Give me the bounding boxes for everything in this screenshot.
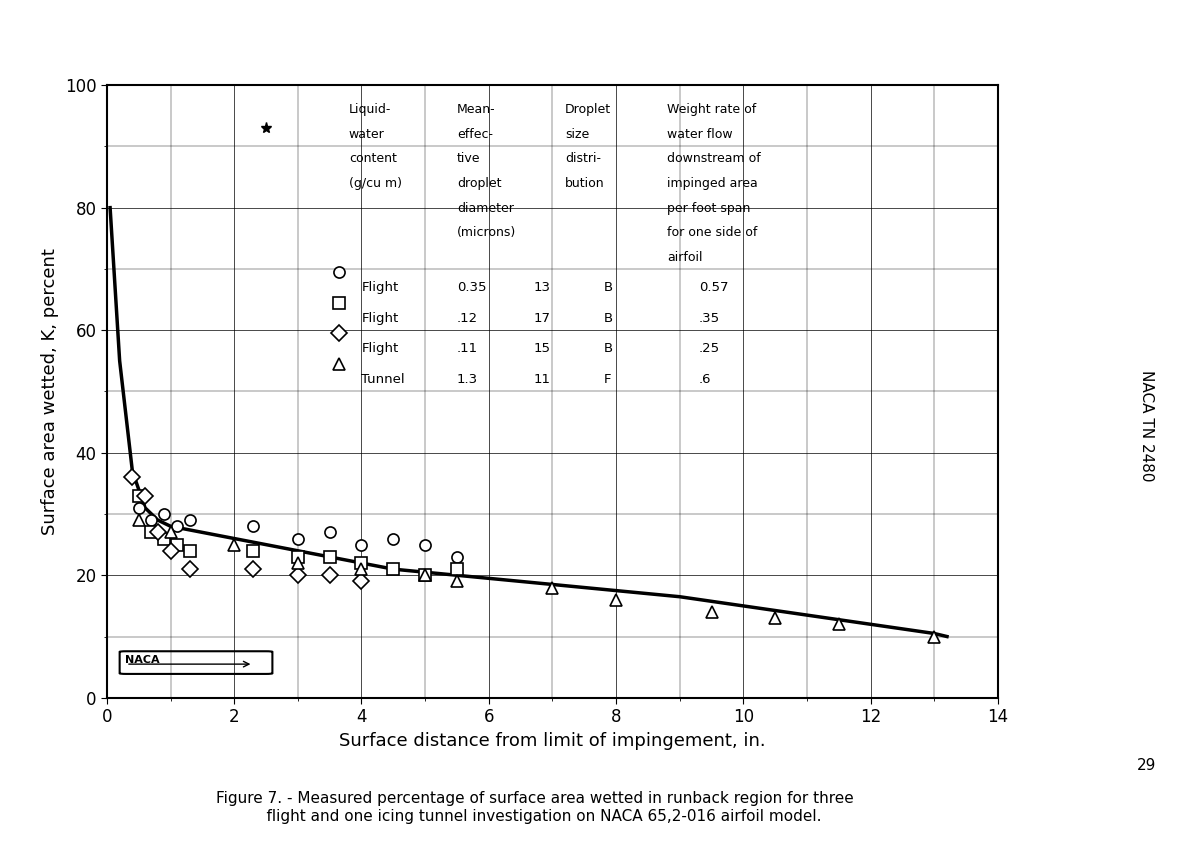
Text: for one side of: for one side of <box>666 226 758 239</box>
Text: airfoil: airfoil <box>666 250 702 264</box>
Text: bution: bution <box>565 177 605 190</box>
Text: 13: 13 <box>533 281 550 294</box>
Text: NACA: NACA <box>125 654 159 665</box>
Text: water: water <box>349 128 385 141</box>
Text: downstream of: downstream of <box>666 152 760 165</box>
Text: 0.35: 0.35 <box>457 281 486 294</box>
Text: 15: 15 <box>533 342 550 356</box>
Text: 1.3: 1.3 <box>457 373 478 386</box>
Text: Figure 7. - Measured percentage of surface area wetted in runback region for thr: Figure 7. - Measured percentage of surfa… <box>216 791 853 824</box>
Text: Flight: Flight <box>361 311 399 325</box>
Text: tive: tive <box>457 152 480 165</box>
Text: B: B <box>604 342 613 356</box>
Text: F: F <box>604 373 611 386</box>
Text: 11: 11 <box>533 373 550 386</box>
Text: Flight: Flight <box>361 281 399 294</box>
Text: impinged area: impinged area <box>666 177 758 190</box>
Text: effec-: effec- <box>457 128 493 141</box>
Text: 17: 17 <box>533 311 550 325</box>
Text: diameter: diameter <box>457 202 514 214</box>
Text: B: B <box>604 311 613 325</box>
Text: Liquid-: Liquid- <box>349 104 391 117</box>
X-axis label: Surface distance from limit of impingement, in.: Surface distance from limit of impingeme… <box>339 732 766 750</box>
Text: .12: .12 <box>457 311 478 325</box>
Text: water flow: water flow <box>666 128 733 141</box>
Text: Tunnel: Tunnel <box>361 373 405 386</box>
Text: (microns): (microns) <box>457 226 517 239</box>
Text: NACA TN 2480: NACA TN 2480 <box>1139 369 1154 482</box>
Text: 0.57: 0.57 <box>699 281 728 294</box>
Text: Flight: Flight <box>361 342 399 356</box>
Text: .25: .25 <box>699 342 720 356</box>
Text: per foot span: per foot span <box>666 202 751 214</box>
Text: .6: .6 <box>699 373 712 386</box>
Text: size: size <box>565 128 589 141</box>
Y-axis label: Surface area wetted, K, percent: Surface area wetted, K, percent <box>42 248 59 535</box>
Text: .35: .35 <box>699 311 720 325</box>
Text: (g/cu m): (g/cu m) <box>349 177 402 190</box>
Text: Droplet: Droplet <box>565 104 612 117</box>
Text: Weight rate of: Weight rate of <box>666 104 757 117</box>
Text: droplet: droplet <box>457 177 501 190</box>
Text: content: content <box>349 152 397 165</box>
Text: Mean-: Mean- <box>457 104 495 117</box>
Text: 29: 29 <box>1137 758 1156 774</box>
Text: .11: .11 <box>457 342 478 356</box>
Text: B: B <box>604 281 613 294</box>
Text: distri-: distri- <box>565 152 601 165</box>
